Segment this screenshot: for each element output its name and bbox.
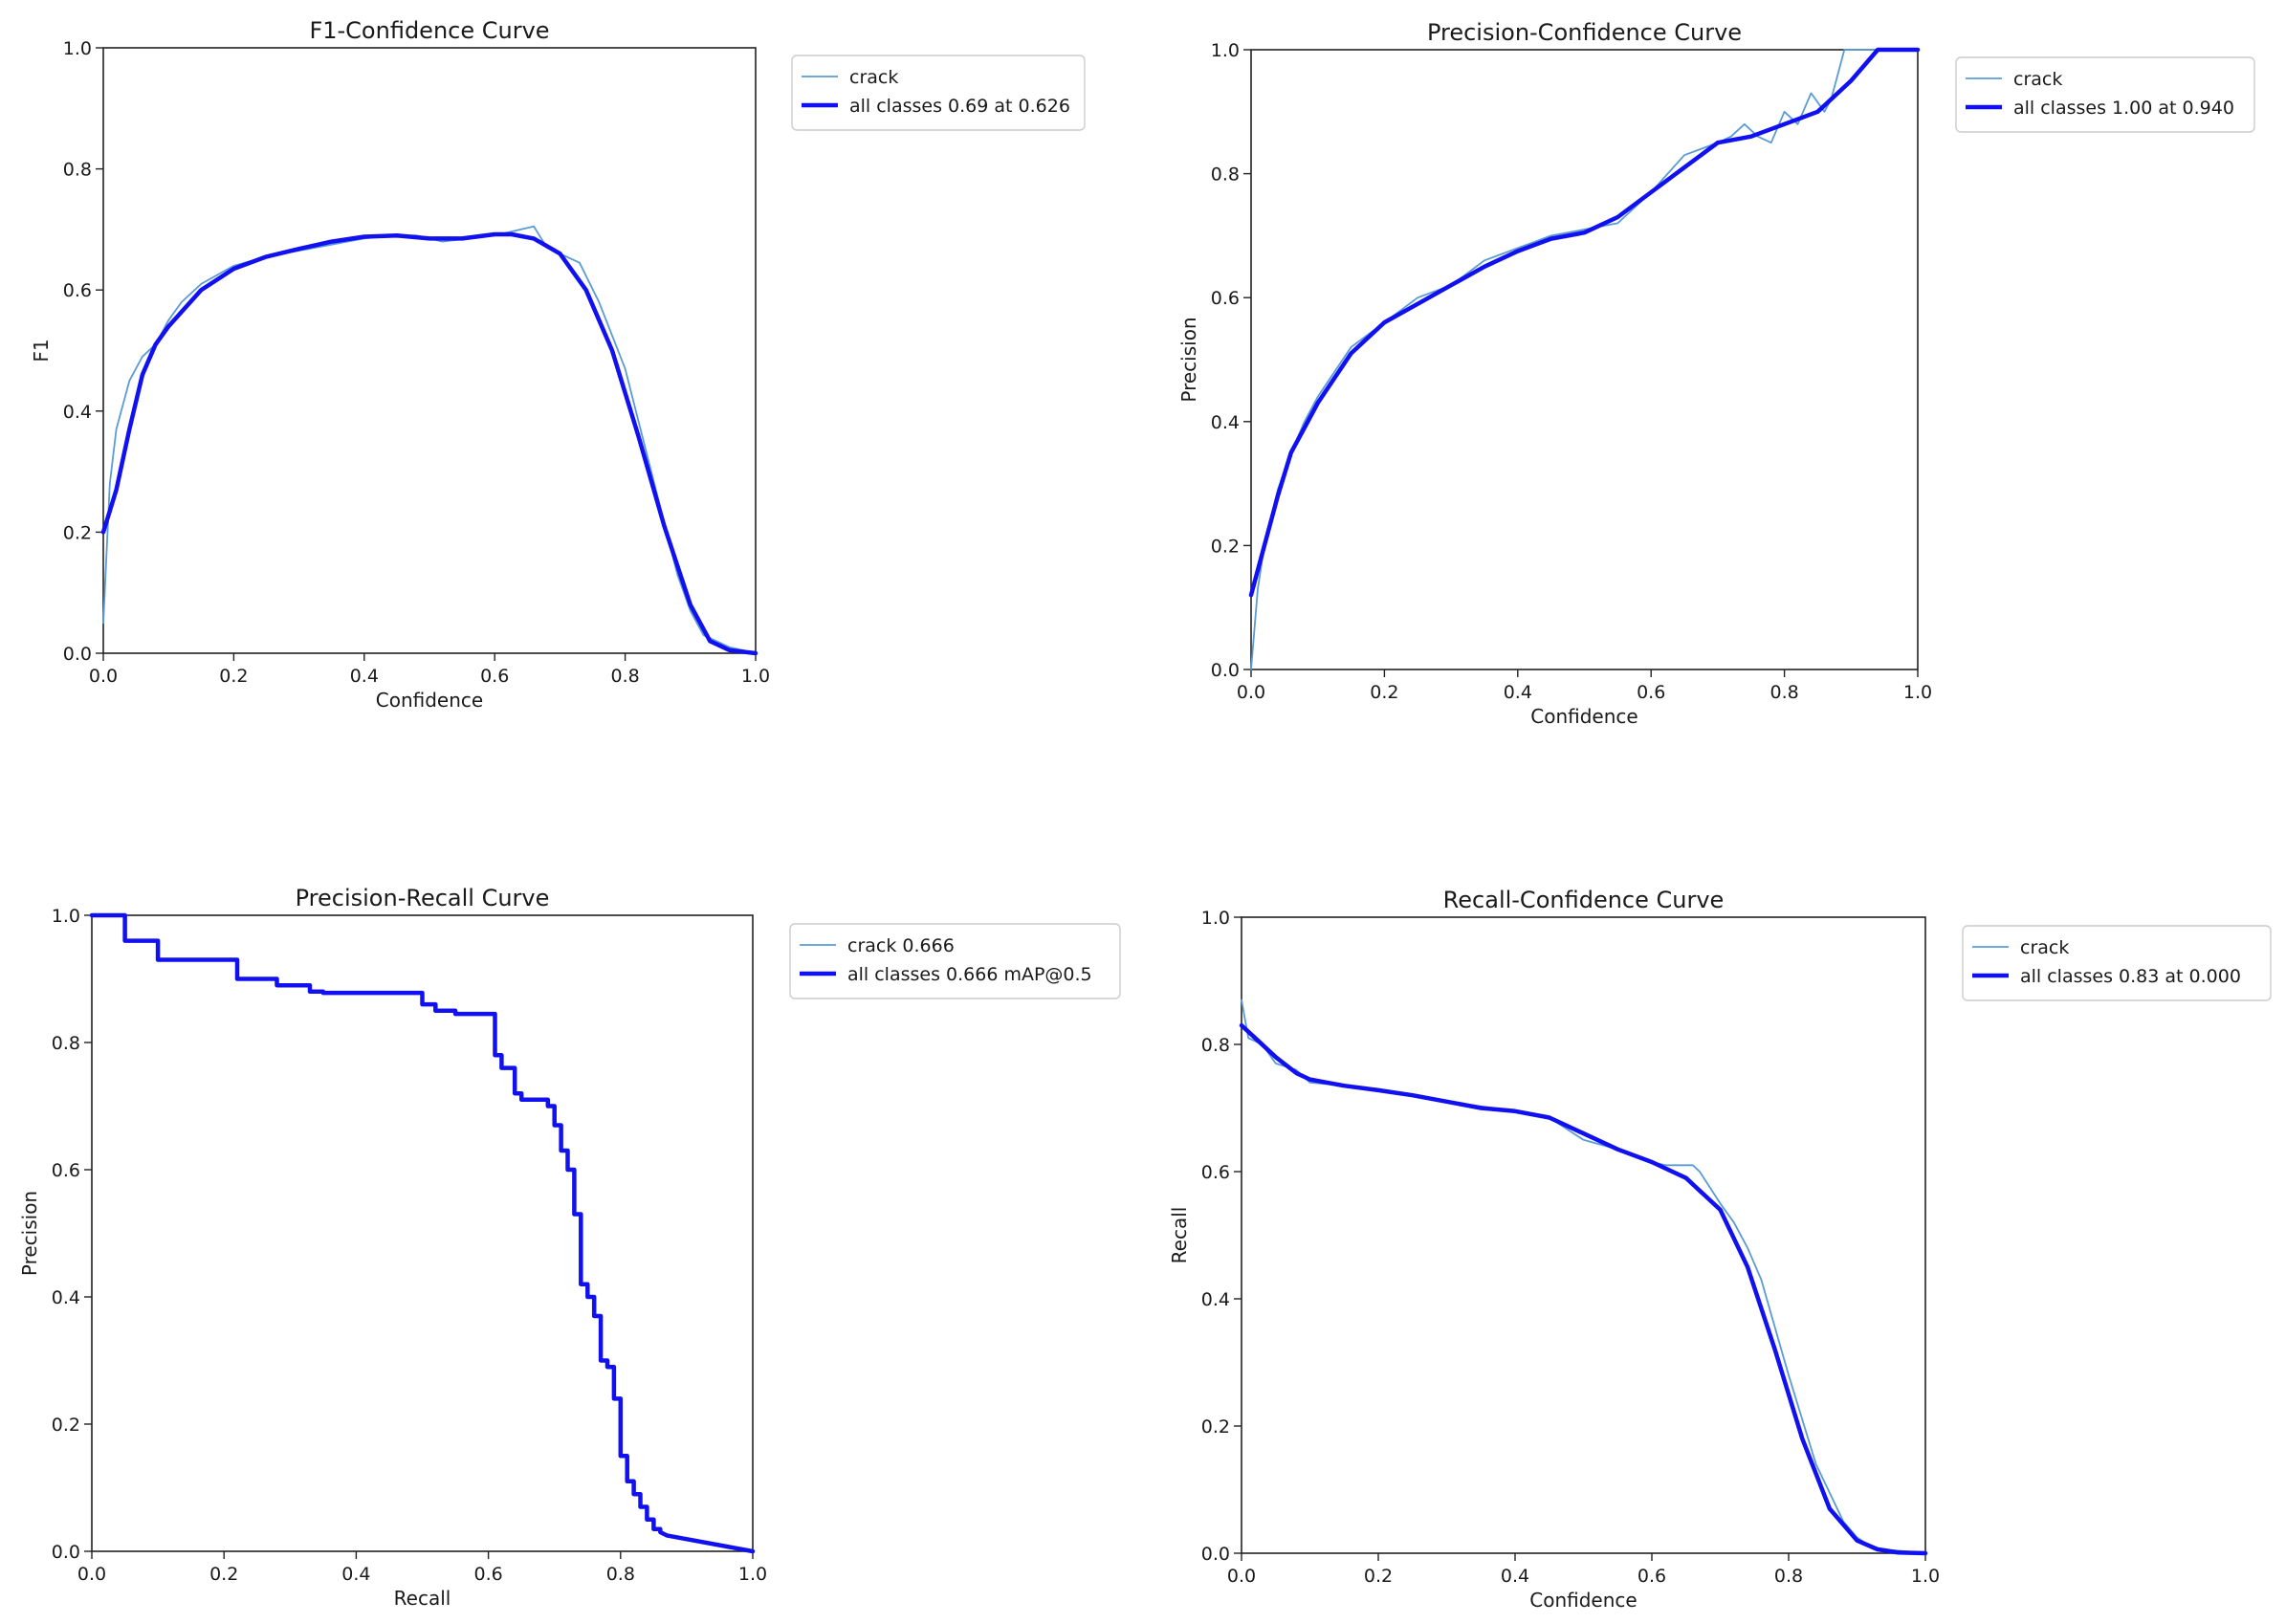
legend-box [1962,925,2272,1001]
x-tick-label: 0.4 [1501,1566,1529,1587]
x-tick-label: 0.0 [1227,1566,1256,1587]
x-tick-label: 1.0 [741,666,770,687]
y-tick-label: 0.2 [1201,1416,1230,1437]
series-line-crack [1241,999,1926,1554]
plot-area-frame [1241,916,1926,1554]
y-tick-label: 0.8 [1201,1035,1230,1056]
x-tick-label: 1.0 [738,1564,767,1585]
y-tick-label: 1.0 [1211,40,1240,61]
x-tick-label: 0.0 [1237,682,1265,703]
y-tick-label: 0.8 [63,160,92,181]
legend-entry: all classes 1.00 at 0.940 [2013,98,2234,119]
y-axis-label: F1 [30,339,53,362]
plot-area-frame [91,914,754,1552]
legend-entry: all classes 0.666 mAP@0.5 [847,964,1092,985]
x-axis-label: Confidence [1530,705,1638,728]
y-tick-label: 1.0 [52,906,80,927]
x-tick-label: 0.2 [219,666,248,687]
plot-area-frame [102,47,757,654]
y-tick-label: 0.2 [63,522,92,543]
y-axis-label: Precision [1177,317,1200,402]
legend-box [1955,56,2255,133]
x-axis-label: Confidence [1529,1589,1637,1612]
series-line-crack [91,914,754,1552]
y-tick-label: 0.4 [52,1287,80,1308]
x-axis-label: Recall [394,1587,451,1610]
chart-title: Precision-Confidence Curve [1427,19,1742,46]
x-tick-label: 0.8 [1774,1566,1803,1587]
y-axis-label: Precision [18,1191,41,1276]
y-tick-label: 0.4 [1201,1289,1230,1310]
x-tick-label: 0.4 [350,666,379,687]
y-tick-label: 0.6 [1201,1162,1230,1183]
chart-title: Recall-Confidence Curve [1443,887,1725,913]
x-tick-label: 0.0 [89,666,118,687]
y-tick-label: 0.0 [1211,660,1240,681]
y-tick-label: 0.6 [63,280,92,301]
x-tick-label: 0.0 [77,1564,106,1585]
y-tick-label: 0.8 [52,1033,80,1054]
legend-box [791,55,1086,131]
legend-entry: all classes 0.69 at 0.626 [849,96,1070,117]
legend-entry: crack [849,67,898,88]
y-tick-label: 0.2 [52,1415,80,1436]
x-tick-label: 0.4 [341,1564,370,1585]
series-line-all-classes [1239,1022,1928,1556]
legend-entry: crack 0.666 [847,935,955,956]
x-tick-label: 1.0 [1903,682,1932,703]
chart-panel-3: Precision-Recall Curve 0.0 0.2 0.4 0.6 0.8 1.0… [18,885,1121,1610]
x-tick-label: 0.8 [1769,682,1798,703]
x-tick-label: 0.6 [473,1564,502,1585]
x-axis-label: Confidence [376,689,483,712]
x-tick-label: 0.6 [1637,682,1665,703]
y-axis-label: Recall [1168,1207,1191,1264]
legend-entry: all classes 0.83 at 0.000 [2020,966,2241,987]
x-tick-label: 1.0 [1911,1566,1940,1587]
chart-title: F1-Confidence Curve [309,17,549,44]
y-tick-label: 0.0 [63,644,92,665]
legend-entry: crack [2020,937,2069,958]
x-tick-label: 0.2 [1364,1566,1393,1587]
chart-panel-4: Recall-Confidence Curve 0.0 0.2 0.4 0.6 0.8 1.… [1168,887,2272,1612]
y-tick-label: 0.6 [1211,288,1240,309]
x-tick-label: 0.6 [480,666,509,687]
chart-panel-2: Precision-Confidence Curve 0.0 0.2 0.4 0.6 0.… [1177,19,2255,728]
y-tick-label: 1.0 [1201,908,1230,929]
y-tick-label: 0.2 [1211,536,1240,557]
x-tick-label: 0.8 [606,1564,635,1585]
series-line-all-classes [100,231,758,656]
series-line-crack [1250,49,1919,670]
chart-panel-1: F1-Confidence Curve 0.0 0.2 0.4 0.6 0.8 1.0 0.0… [30,17,1086,712]
y-tick-label: 0.0 [52,1542,80,1563]
chart-title: Precision-Recall Curve [296,885,550,911]
series-line-all-classes [1248,47,1921,598]
y-tick-label: 0.4 [1211,412,1240,433]
y-tick-label: 1.0 [63,38,92,59]
x-tick-label: 0.2 [209,1564,238,1585]
x-tick-label: 0.8 [610,666,639,687]
plot-area-frame [1250,49,1919,670]
series-line-all-classes [89,912,756,1554]
x-tick-label: 0.2 [1370,682,1398,703]
legend-entry: crack [2013,69,2062,90]
x-tick-label: 0.6 [1638,1566,1666,1587]
y-tick-label: 0.0 [1201,1544,1230,1565]
y-tick-label: 0.8 [1211,165,1240,186]
y-tick-label: 0.4 [63,402,92,423]
y-tick-label: 0.6 [52,1160,80,1181]
legend-box [789,923,1121,999]
x-tick-label: 0.4 [1504,682,1532,703]
